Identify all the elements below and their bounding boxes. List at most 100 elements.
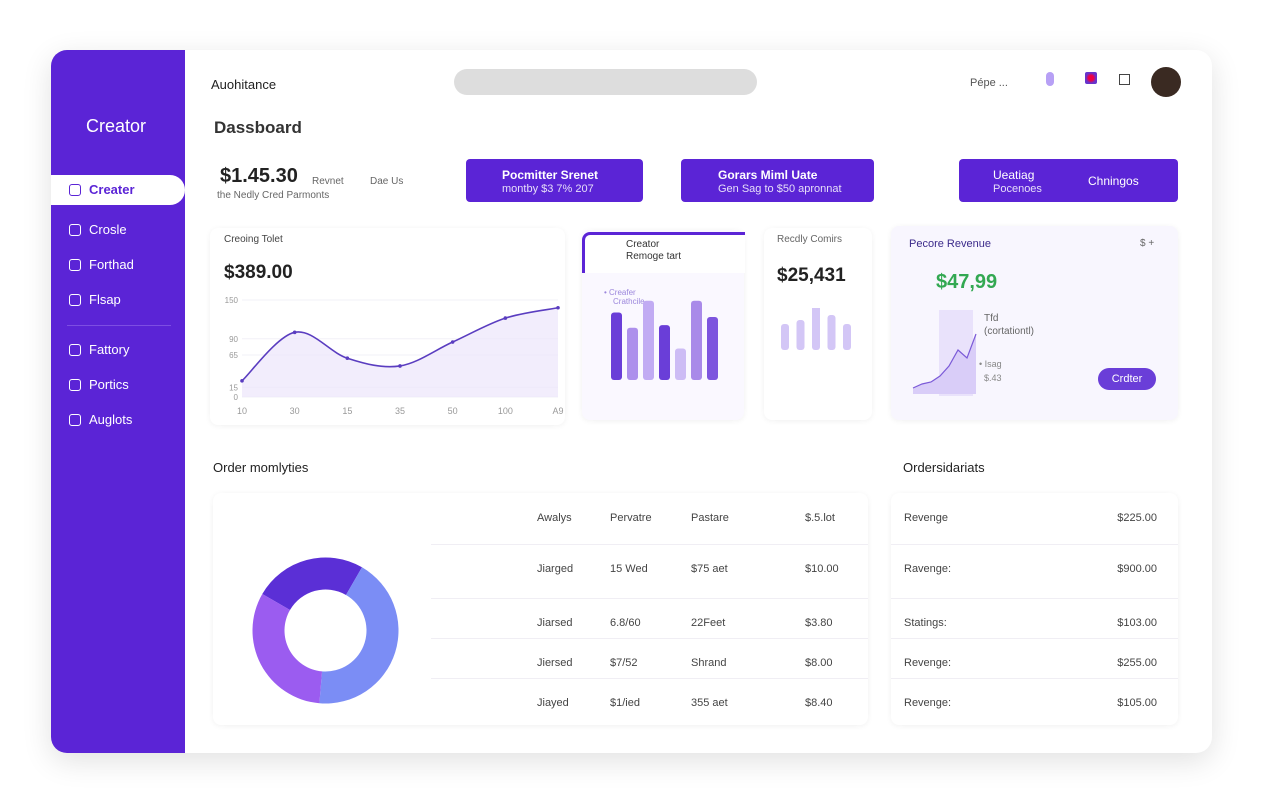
summary-link[interactable]: Dae Us [370,176,404,187]
nav-icon [69,379,81,391]
legend: • Creafer [604,288,636,297]
point [450,340,455,344]
search-bar[interactable] [454,69,757,95]
row-divider [431,638,868,639]
bar [707,317,718,380]
nav-item[interactable]: Fattory [51,335,185,365]
bar [781,324,789,350]
card-title: Pecore Revenue [909,238,991,250]
card-title: Recdly Comirs [777,234,843,245]
card-title: Creoing Tolet [224,234,283,245]
table-cell: Jiersed [537,657,573,669]
bar-chart [611,300,718,380]
nav-label: Creater [89,182,135,197]
user-menu[interactable]: Pépe ... [970,77,1008,89]
summary-panel [891,493,1178,725]
point [345,356,350,360]
summary-amount: $1.45.30 [220,165,298,187]
point [556,305,560,310]
row-label: Revenge: [904,697,952,709]
column-header: $.5.lot [805,512,835,524]
brand: Creator [86,116,147,136]
y-tick-label: 0 [234,393,239,402]
card-value: $389.00 [224,262,293,283]
nav-icon [69,224,81,236]
row-value: $103.00 [1117,617,1157,629]
bar [827,315,836,350]
table-cell: $7/52 [610,657,638,669]
nav-icon [69,344,81,356]
bar [611,312,622,380]
table-cell: $1/ied [610,697,640,709]
column-header: Awalys [537,512,572,524]
table-cell: 15 Wed [610,563,648,575]
table-cell: 355 aet [691,697,728,709]
orders-panel [213,493,868,725]
card-corner[interactable]: $ + [1140,238,1155,249]
x-tick-label: 100 [498,406,513,416]
point [240,379,244,383]
legend-sub: (cortationtl) [984,326,1035,337]
card-button[interactable]: Crdter [1098,368,1156,390]
table-cell: $8.00 [805,657,833,669]
action-title: Ueatiag [993,168,1035,182]
table-cell: Shrand [691,657,727,669]
action-title: Gorars Miml Uate [718,168,818,182]
point [503,316,508,320]
y-tick-label: 150 [225,296,239,305]
summary-label: Revnet [312,176,344,187]
table-cell: Jiarsed [537,617,573,629]
card-header[interactable] [582,232,745,273]
y-tick-label: 90 [229,335,238,344]
table-cell: 6.8/60 [610,617,641,629]
nav-item[interactable]: Auglots [51,405,185,435]
page-title: Dassboard [214,118,302,137]
avatar[interactable] [1151,67,1181,97]
x-tick-label: 50 [448,406,458,416]
bar [843,324,851,350]
nav-item[interactable]: Flsap [51,285,185,315]
action-button[interactable]: Ueatiag Pocenoes Chningos [959,159,1178,202]
y-tick-label: 65 [229,351,238,360]
donut-chart [252,557,399,704]
row-divider [431,598,868,599]
sidebar: Creator Creater Crosle Forthad Flsap Fattory… [51,50,185,753]
nav-label: Portics [89,377,129,392]
nav-item[interactable]: Crosle [51,215,185,245]
creator-card: Creator Remoge tart • Creafer Crathcile [582,230,745,420]
nav-label: Auglots [89,412,133,427]
apps-icon[interactable] [1085,72,1097,84]
table-cell: Jiayed [537,697,569,709]
nav-item[interactable]: Creater [51,175,185,205]
point [398,364,402,368]
nav-item[interactable]: Portics [51,370,185,400]
card-title: Creator [626,239,660,250]
nav-item[interactable]: Forthad [51,250,185,280]
row-divider [431,678,868,679]
card-value: $25,431 [777,265,846,286]
nav-icon [69,414,81,426]
card-subtitle: Remoge tart [626,251,682,262]
action-button[interactable]: Pocmitter Srenet montby $3 7% 207 [466,159,643,202]
bar [627,327,638,380]
action-button[interactable]: Gorars Miml Uate Gen Sag to $50 apronnat [681,159,874,202]
notification-icon[interactable] [1046,72,1054,86]
row-divider [891,544,1178,545]
nav-label: Crosle [89,222,127,237]
section-title: Order momlyties [213,460,309,475]
legend-sub: $.43 [984,373,1002,383]
app-window: Creator Creater Crosle Forthad Flsap Fattory… [51,50,1212,753]
y-tick-label: 15 [229,383,238,392]
area-chart [912,333,977,394]
section-title: Ordersidariats [903,460,985,475]
home-icon[interactable] [1119,74,1130,85]
bar [691,300,702,380]
legend: • Isag [979,359,1002,369]
card-value: $47,99 [936,271,998,293]
row-value: $255.00 [1117,657,1157,669]
row-divider [431,544,868,545]
x-tick-label: 10 [237,406,247,416]
donut-segment [319,567,399,704]
row-divider [891,678,1178,679]
